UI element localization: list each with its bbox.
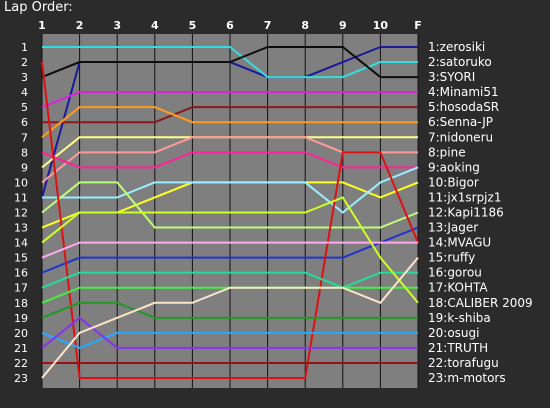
driver-label-14: 14:MVAGU bbox=[428, 236, 491, 250]
position-tick-13: 13 bbox=[14, 222, 28, 235]
position-tick-21: 21 bbox=[14, 342, 28, 355]
driver-label-2: 2:satoruko bbox=[428, 55, 492, 69]
series-line-2 bbox=[42, 46, 418, 79]
position-tick-2: 2 bbox=[21, 56, 28, 69]
driver-label-13: 13:Jager bbox=[428, 221, 478, 235]
driver-label-4: 4:Minami51 bbox=[428, 85, 499, 99]
series-line-15 bbox=[41, 241, 418, 259]
lap-tick-8: 8 bbox=[301, 19, 309, 32]
series-line-5 bbox=[42, 106, 418, 124]
position-tick-17: 17 bbox=[14, 282, 28, 295]
series-line-3 bbox=[41, 46, 418, 79]
position-tick-4: 4 bbox=[21, 86, 28, 99]
chart-title: Lap Order: bbox=[4, 0, 73, 15]
driver-label-9: 9:aoking bbox=[428, 160, 480, 174]
driver-label-1: 1:zerosiki bbox=[428, 40, 485, 54]
position-tick-14: 14 bbox=[14, 237, 28, 250]
series-line-6 bbox=[41, 106, 418, 139]
lap-tick-2: 2 bbox=[76, 19, 84, 32]
series-line-23 bbox=[41, 256, 419, 379]
series-line-14 bbox=[41, 61, 419, 379]
driver-label-20: 20:osugi bbox=[428, 326, 479, 340]
driver-label-10: 10:Bigor bbox=[428, 175, 479, 189]
driver-label-15: 15:ruffy bbox=[428, 251, 475, 265]
series-line-16 bbox=[41, 271, 418, 289]
driver-label-19: 19:k-shiba bbox=[428, 311, 491, 325]
driver-label-5: 5:hosodaSR bbox=[428, 100, 499, 114]
driver-label-7: 7:nidoneru bbox=[428, 130, 493, 144]
driver-label-16: 16:gorou bbox=[428, 266, 482, 280]
driver-label-12: 12:Kapi1186 bbox=[428, 206, 504, 220]
position-tick-9: 9 bbox=[21, 161, 28, 174]
series-line-4 bbox=[41, 91, 418, 109]
series-line-9 bbox=[41, 151, 418, 169]
position-tick-16: 16 bbox=[14, 267, 28, 280]
series-line-13 bbox=[41, 226, 419, 274]
driver-label-18: 18:CALIBER 2009 bbox=[428, 296, 533, 310]
driver-label-21: 21:TRUTH bbox=[428, 341, 488, 355]
position-tick-22: 22 bbox=[14, 357, 28, 370]
position-tick-12: 12 bbox=[14, 207, 28, 220]
lap-tick-5: 5 bbox=[189, 19, 197, 32]
lap-tick-F: F bbox=[414, 19, 422, 32]
driver-label-8: 8:pine bbox=[428, 145, 466, 159]
position-tick-1: 1 bbox=[21, 41, 28, 54]
driver-label-6: 6:Senna-JP bbox=[428, 115, 493, 129]
series-lines bbox=[41, 46, 419, 379]
lap-tick-3: 3 bbox=[113, 19, 121, 32]
lap-tick-10: 10 bbox=[373, 19, 389, 32]
position-tick-15: 15 bbox=[14, 252, 28, 265]
position-tick-11: 11 bbox=[14, 191, 28, 204]
position-tick-23: 23 bbox=[14, 372, 28, 385]
driver-label-22: 22:torafugu bbox=[428, 356, 499, 370]
series-line-18 bbox=[41, 196, 419, 304]
series-line-11 bbox=[42, 166, 419, 214]
position-tick-8: 8 bbox=[21, 146, 28, 159]
position-tick-10: 10 bbox=[14, 176, 28, 189]
series-line-12 bbox=[41, 181, 419, 229]
series-line-19 bbox=[41, 301, 418, 319]
position-tick-5: 5 bbox=[21, 101, 28, 114]
position-tick-18: 18 bbox=[14, 297, 28, 310]
lap-tick-7: 7 bbox=[264, 19, 272, 32]
position-tick-7: 7 bbox=[21, 131, 28, 144]
driver-label-11: 11:jx1srpjz1 bbox=[428, 190, 501, 204]
driver-label-17: 17:KOHTA bbox=[428, 281, 488, 295]
driver-legend: 1:zerosiki2:satoruko3:SYORI4:Minami515:h… bbox=[428, 40, 533, 385]
lap-axis: 1 2 3 4 5 6 7 8 9 10 F bbox=[38, 19, 422, 32]
lap-tick-6: 6 bbox=[226, 19, 234, 32]
position-tick-6: 6 bbox=[21, 116, 28, 129]
lap-tick-9: 9 bbox=[339, 19, 347, 32]
lap-tick-4: 4 bbox=[151, 19, 159, 32]
position-tick-20: 20 bbox=[14, 327, 28, 340]
driver-label-3: 3:SYORI bbox=[428, 70, 475, 84]
position-tick-19: 19 bbox=[14, 312, 28, 325]
lap-tick-1: 1 bbox=[38, 19, 46, 32]
position-tick-3: 3 bbox=[21, 71, 28, 84]
driver-label-23: 23:m-motors bbox=[428, 371, 506, 385]
series-line-21 bbox=[41, 316, 418, 349]
